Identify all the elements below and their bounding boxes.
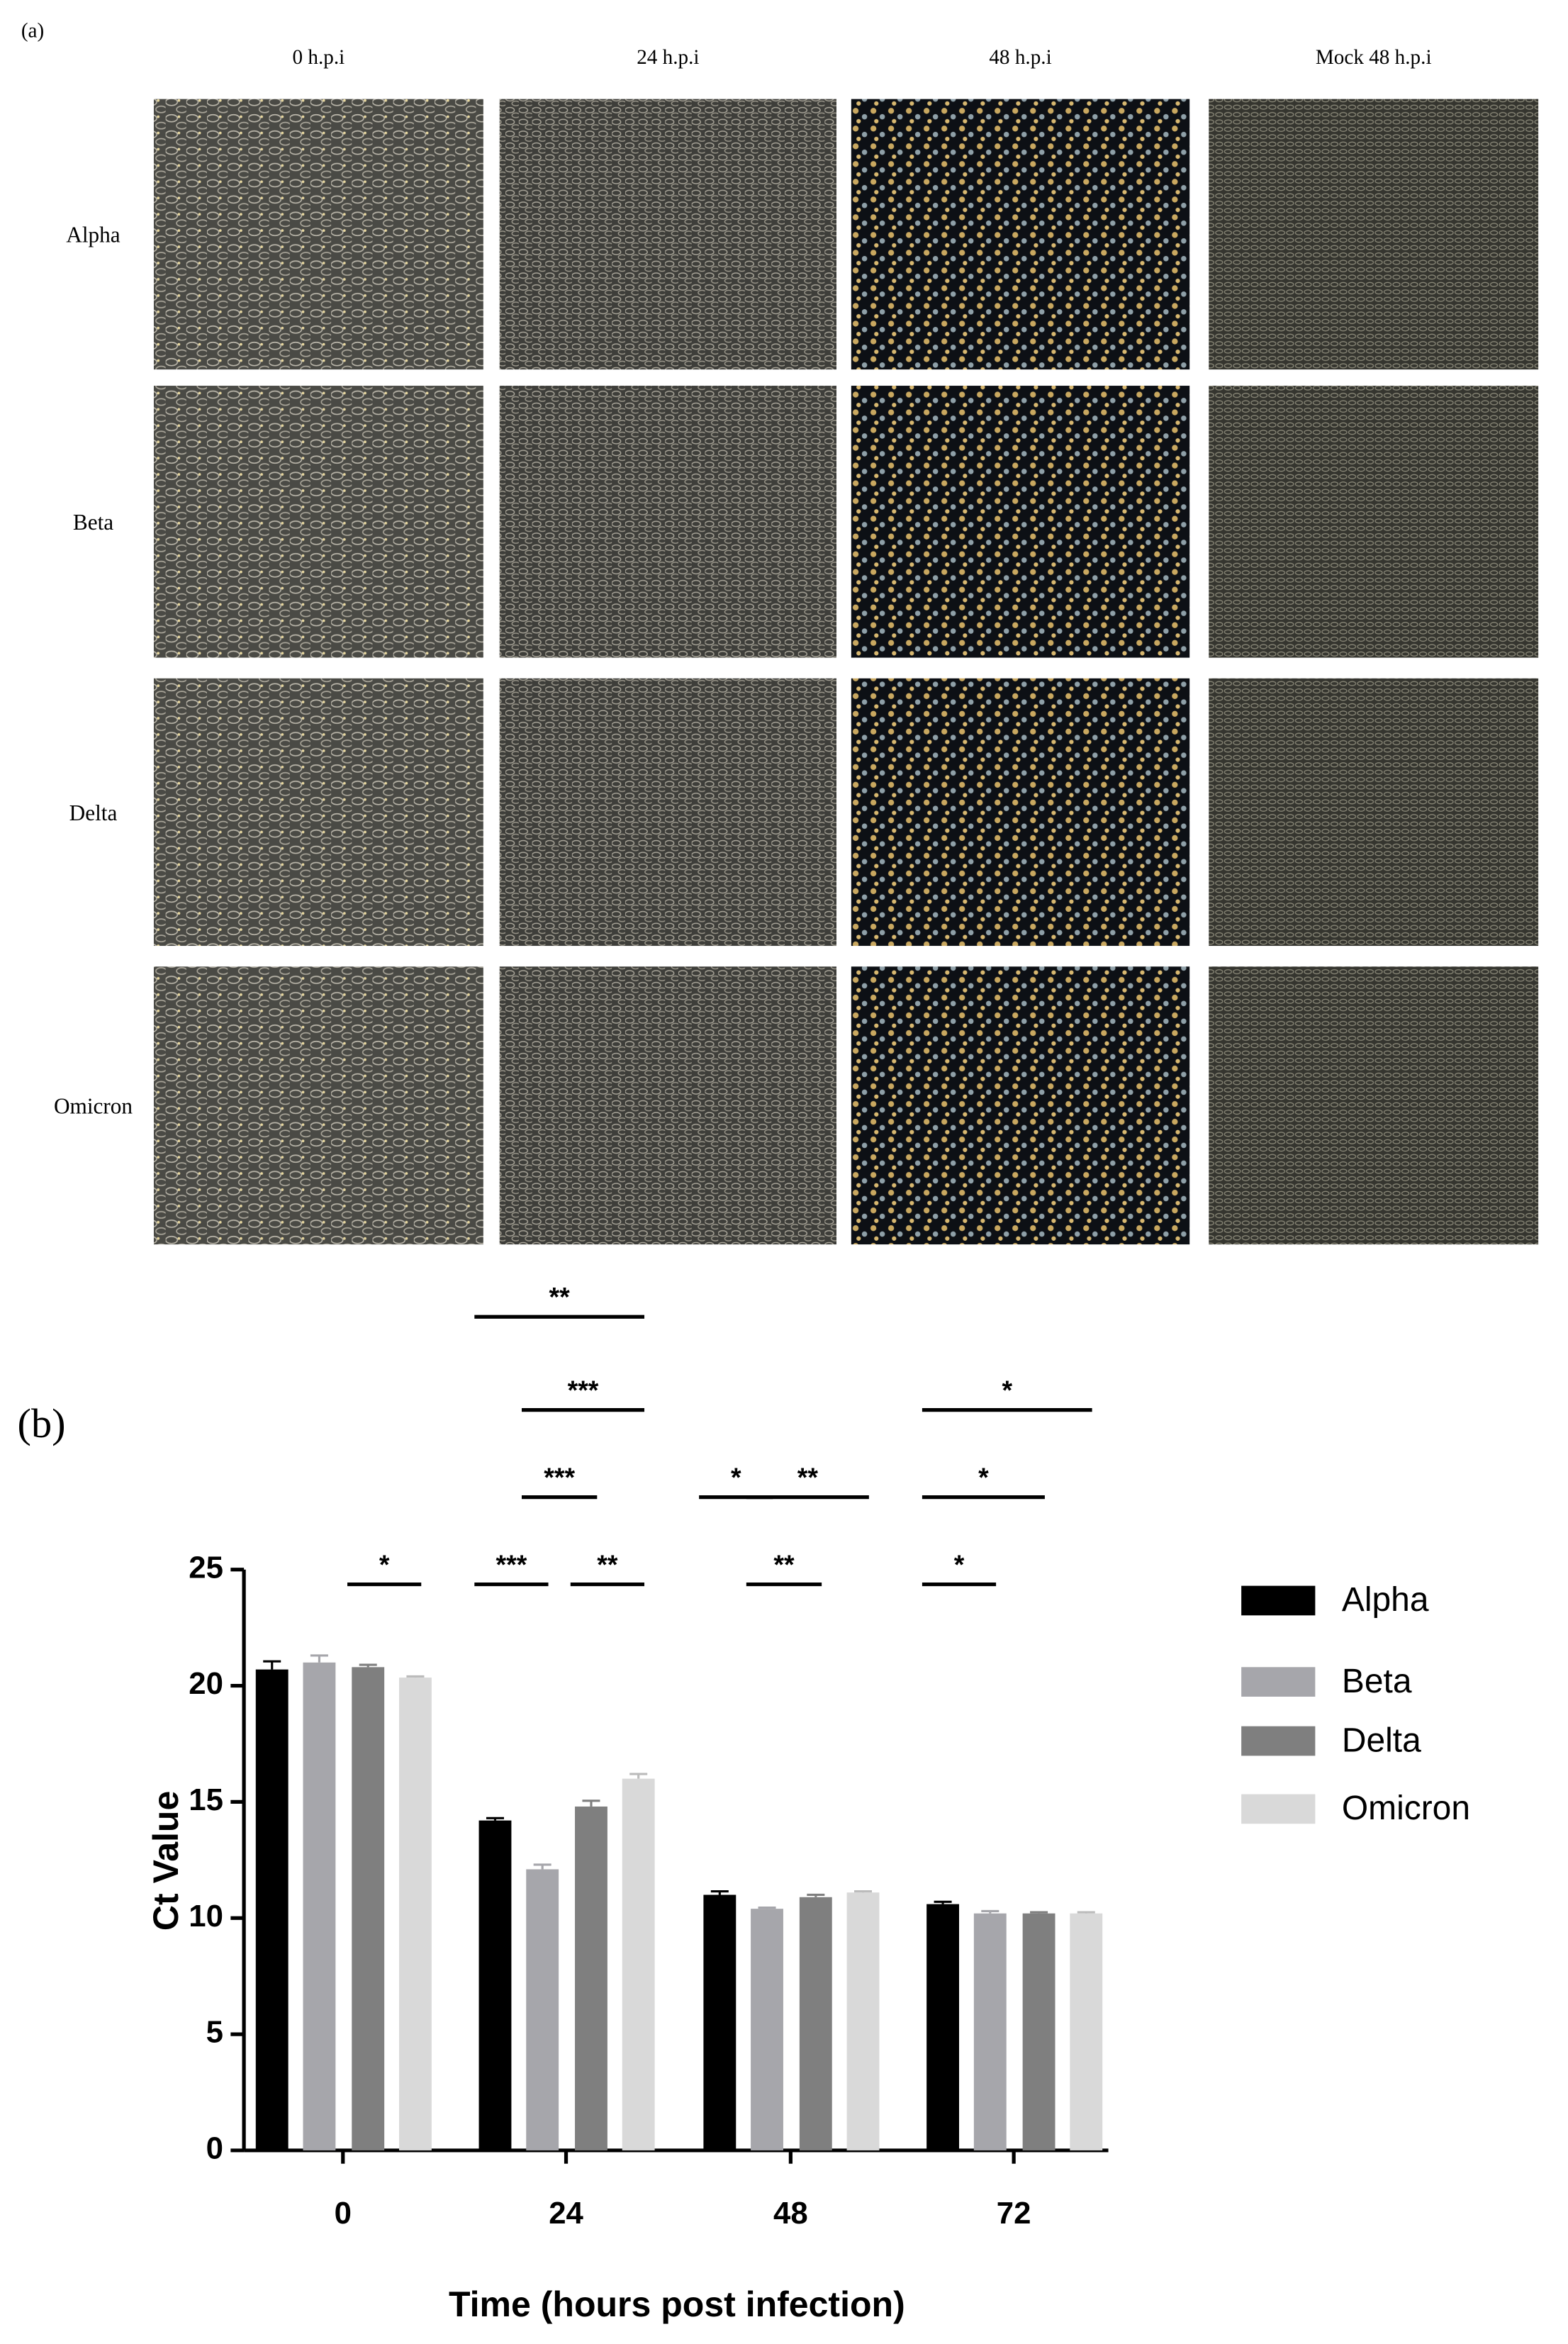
micrograph	[851, 386, 1190, 658]
x-tick-label: 72	[997, 2196, 1031, 2231]
micrograph	[153, 386, 483, 658]
significance-label: **	[773, 1549, 795, 1579]
x-tick-label: 48	[773, 2196, 808, 2231]
bar	[926, 1904, 960, 2150]
micrograph	[1209, 966, 1539, 1245]
bar	[1022, 1913, 1055, 2150]
error-bar	[629, 1773, 648, 1779]
micrograph	[499, 99, 836, 370]
error-bar	[1030, 1911, 1048, 1914]
row-label: Delta	[69, 800, 118, 825]
legend-swatch	[1241, 1726, 1316, 1756]
row-label: Alpha	[66, 223, 120, 247]
bar	[799, 1897, 832, 2150]
legend-label: Alpha	[1342, 1581, 1429, 1619]
micrograph	[851, 678, 1190, 947]
x-axis-title: Time (hours post infection)	[449, 2284, 905, 2324]
error-bar	[310, 1654, 328, 1663]
panel-label: (b)	[18, 1400, 66, 1446]
significance-label: ***	[568, 1375, 599, 1405]
error-bar	[710, 1890, 729, 1895]
column-header: 0 h.p.i	[293, 46, 345, 69]
micrograph	[1209, 678, 1539, 947]
column-header: 48 h.p.i	[989, 46, 1051, 69]
bar	[352, 1667, 385, 2150]
error-bar	[981, 1909, 999, 1914]
y-tick-label: 10	[189, 1899, 223, 1933]
bar	[575, 1806, 607, 2150]
y-tick-label: 20	[189, 1666, 223, 1701]
significance-label: **	[549, 1282, 571, 1312]
error-bar	[359, 1663, 377, 1668]
bar	[703, 1894, 737, 2150]
micrograph	[1209, 386, 1539, 658]
micrograph	[851, 99, 1190, 370]
significance-label: *	[954, 1549, 965, 1579]
micrograph	[851, 966, 1190, 1245]
bar	[622, 1778, 655, 2150]
legend-swatch	[1241, 1794, 1316, 1824]
bar	[1070, 1913, 1103, 2150]
legend-label: Beta	[1342, 1663, 1412, 1700]
panel-label: (a)	[21, 20, 44, 43]
micrograph	[153, 678, 483, 947]
legend-swatch	[1241, 1585, 1316, 1616]
error-bar	[854, 1890, 873, 1893]
significance-label: *	[731, 1462, 741, 1492]
micrograph	[153, 99, 483, 370]
error-bar	[263, 1660, 281, 1670]
error-bar	[582, 1799, 600, 1807]
error-bar	[758, 1906, 776, 1909]
micrograph	[499, 386, 836, 658]
column-header: Mock 48 h.p.i	[1316, 46, 1432, 69]
micrograph	[1209, 99, 1539, 370]
bar	[526, 1869, 559, 2150]
error-bar	[934, 1900, 952, 1904]
bar	[398, 1678, 432, 2150]
row-label: Omicron	[54, 1094, 133, 1119]
micrograph	[499, 966, 836, 1245]
bar	[255, 1669, 289, 2150]
bar	[751, 1909, 783, 2150]
bar	[303, 1662, 336, 2150]
y-tick-label: 0	[206, 2131, 223, 2165]
error-bar	[1077, 1911, 1095, 1914]
legend-label: Delta	[1342, 1721, 1421, 1759]
x-tick-label: 0	[335, 2196, 352, 2231]
micrograph	[499, 678, 836, 947]
significance-label: ***	[544, 1462, 575, 1492]
micrograph	[153, 966, 483, 1245]
bar	[478, 1820, 512, 2150]
bar	[973, 1913, 1007, 2150]
x-tick-label: 24	[549, 2196, 583, 2231]
row-label: Beta	[73, 510, 113, 535]
column-header: 24 h.p.i	[637, 46, 699, 69]
legend-swatch	[1241, 1667, 1316, 1697]
y-tick-label: 25	[189, 1550, 223, 1585]
y-tick-label: 15	[189, 1782, 223, 1817]
legend-label: Omicron	[1342, 1790, 1470, 1827]
error-bar	[533, 1863, 551, 1870]
significance-label: *	[1002, 1375, 1012, 1405]
significance-label: *	[978, 1462, 989, 1492]
significance-label: **	[597, 1549, 618, 1579]
significance-label: **	[797, 1462, 819, 1492]
error-bar	[807, 1893, 825, 1897]
significance-label: ***	[496, 1549, 527, 1579]
error-bar	[486, 1816, 504, 1821]
bar	[846, 1892, 880, 2150]
error-bar	[406, 1675, 425, 1678]
y-tick-label: 5	[206, 2015, 223, 2050]
significance-label: *	[379, 1549, 390, 1579]
y-axis-title: Ct Value	[146, 1791, 186, 1931]
